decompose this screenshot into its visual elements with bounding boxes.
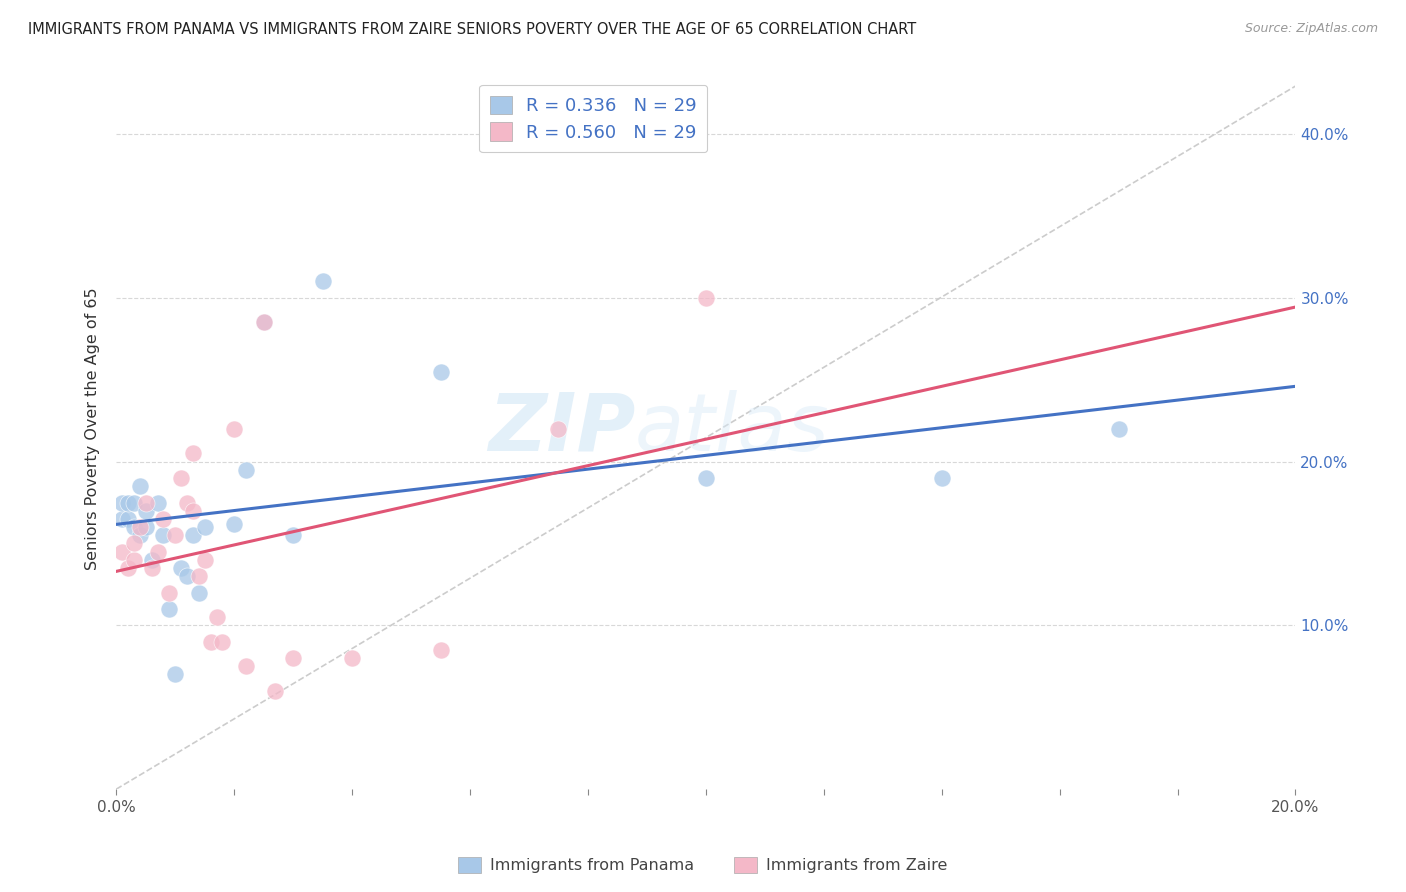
Point — [181, 446, 204, 460]
Point — [117, 512, 139, 526]
Point — [264, 684, 287, 698]
Point — [157, 585, 180, 599]
Point — [181, 528, 204, 542]
Point — [122, 536, 145, 550]
Point — [340, 651, 363, 665]
Point — [157, 602, 180, 616]
Point — [235, 463, 257, 477]
Point — [176, 495, 198, 509]
Point — [170, 561, 193, 575]
Point — [152, 512, 174, 526]
Point — [128, 479, 150, 493]
Point — [194, 520, 217, 534]
Text: Source: ZipAtlas.com: Source: ZipAtlas.com — [1244, 22, 1378, 36]
Point — [165, 528, 187, 542]
Text: atlas: atlas — [636, 390, 830, 467]
Point — [253, 315, 276, 329]
Point — [224, 516, 246, 531]
Legend: R = 0.336   N = 29, R = 0.560   N = 29: R = 0.336 N = 29, R = 0.560 N = 29 — [479, 85, 707, 153]
Point — [141, 561, 163, 575]
Y-axis label: Seniors Poverty Over the Age of 65: Seniors Poverty Over the Age of 65 — [86, 287, 100, 570]
Point — [281, 528, 304, 542]
Point — [211, 634, 233, 648]
Point — [111, 495, 134, 509]
Point — [152, 528, 174, 542]
Point — [165, 667, 187, 681]
Point — [931, 471, 953, 485]
Point — [194, 553, 217, 567]
Point — [429, 643, 451, 657]
Point — [187, 569, 209, 583]
Legend: Immigrants from Panama, Immigrants from Zaire: Immigrants from Panama, Immigrants from … — [451, 850, 955, 880]
Point — [146, 495, 169, 509]
Point — [224, 422, 246, 436]
Point — [170, 471, 193, 485]
Point — [253, 315, 276, 329]
Text: IMMIGRANTS FROM PANAMA VS IMMIGRANTS FROM ZAIRE SENIORS POVERTY OVER THE AGE OF : IMMIGRANTS FROM PANAMA VS IMMIGRANTS FRO… — [28, 22, 917, 37]
Point — [117, 561, 139, 575]
Text: ZIP: ZIP — [488, 390, 636, 467]
Point — [128, 520, 150, 534]
Point — [135, 495, 157, 509]
Point — [135, 504, 157, 518]
Point — [135, 520, 157, 534]
Point — [181, 504, 204, 518]
Point — [205, 610, 228, 624]
Point — [311, 275, 333, 289]
Point — [111, 544, 134, 558]
Point — [128, 528, 150, 542]
Point — [111, 512, 134, 526]
Point — [695, 471, 717, 485]
Point — [281, 651, 304, 665]
Point — [122, 495, 145, 509]
Point — [429, 364, 451, 378]
Point — [200, 634, 222, 648]
Point — [1108, 422, 1130, 436]
Point — [547, 422, 569, 436]
Point — [235, 659, 257, 673]
Point — [146, 544, 169, 558]
Point — [695, 291, 717, 305]
Point — [117, 495, 139, 509]
Point — [187, 585, 209, 599]
Point — [141, 553, 163, 567]
Point — [122, 520, 145, 534]
Point — [176, 569, 198, 583]
Point — [122, 553, 145, 567]
